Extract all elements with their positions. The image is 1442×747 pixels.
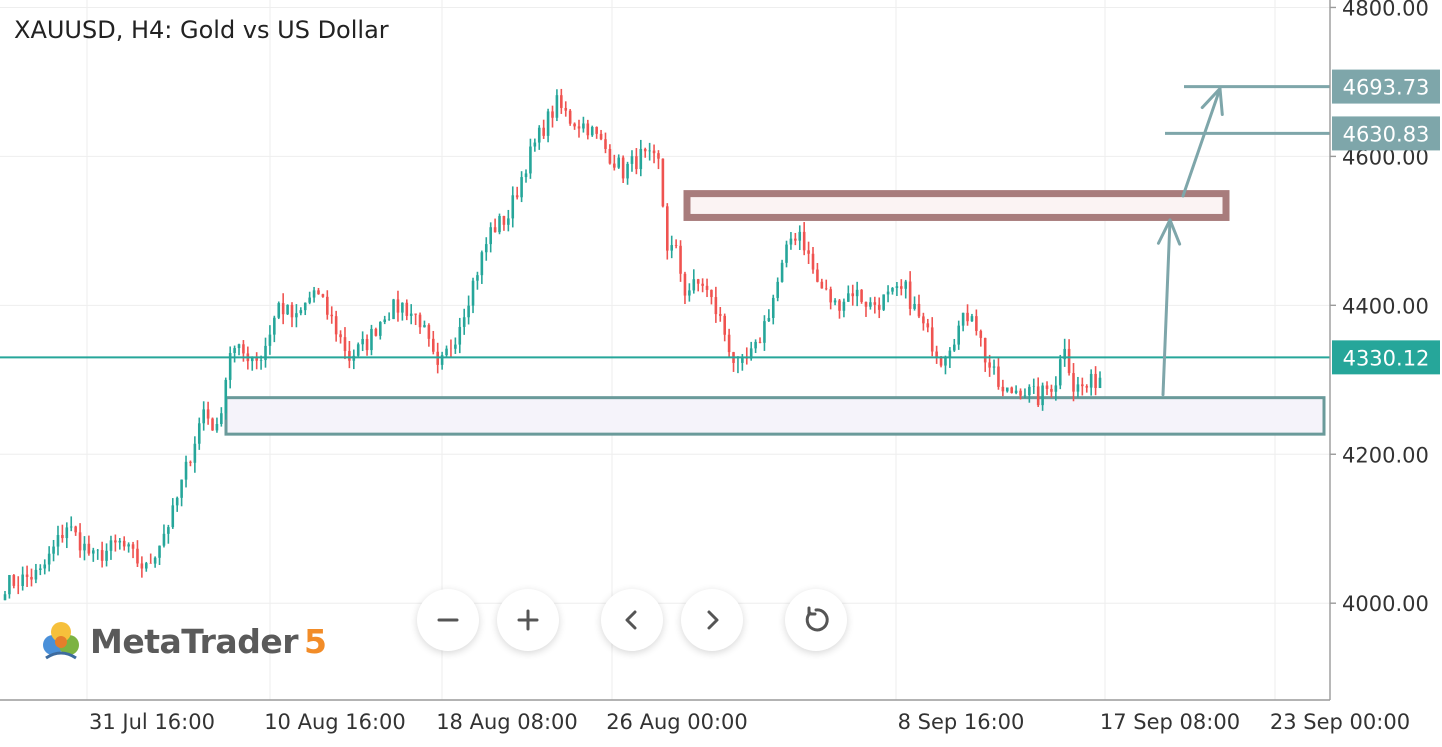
- target-arrow: [1181, 87, 1224, 198]
- x-tick-label: 10 Aug 16:00: [264, 710, 406, 734]
- scroll-left-button[interactable]: [601, 589, 663, 651]
- x-tick-label: 18 Aug 08:00: [436, 710, 578, 734]
- x-tick-label: 23 Sep 00:00: [1270, 710, 1410, 734]
- svg-text:4330.12: 4330.12: [1343, 346, 1430, 370]
- x-tick-label: 8 Sep 16:00: [898, 710, 1025, 734]
- entry-arrow: [1156, 218, 1182, 397]
- target-price-label: 4693.73: [1332, 69, 1440, 104]
- chart-title: XAUUSD, H4: Gold vs US Dollar: [14, 16, 389, 44]
- candles-layer: [3, 88, 1102, 601]
- scroll-right-button[interactable]: [681, 589, 743, 651]
- minus-icon: [437, 618, 459, 622]
- reset-icon: [805, 606, 829, 632]
- metatrader-logo-icon: [43, 622, 79, 660]
- metatrader-logo-text: MetaTrader 5: [90, 621, 327, 661]
- svg-text:4630.83: 4630.83: [1343, 122, 1430, 146]
- current-price-label: 4330.12: [1332, 340, 1440, 375]
- zoom-out-button[interactable]: [417, 589, 479, 651]
- overlays-layer: [0, 85, 1330, 397]
- plus-icon: [517, 609, 539, 631]
- zones-layer: [224, 190, 1326, 436]
- x-tick-label: 17 Sep 08:00: [1100, 710, 1240, 734]
- x-tick-label: 31 Jul 16:00: [89, 710, 215, 734]
- zoom-in-button[interactable]: [497, 589, 559, 651]
- support-zone: [224, 396, 1326, 436]
- x-tick-label: 26 Aug 00:00: [606, 710, 748, 734]
- metatrader-logo: MetaTrader 5: [38, 618, 327, 664]
- y-tick-label: 4400.00: [1342, 294, 1429, 318]
- resistance-zone: [683, 190, 1230, 221]
- chevron-right-icon: [707, 610, 719, 630]
- y-tick-label: 4800.00: [1342, 0, 1429, 20]
- chart-grid: [0, 0, 1330, 700]
- chevron-left-icon: [625, 610, 637, 630]
- y-tick-label: 4200.00: [1342, 443, 1429, 467]
- reset-button[interactable]: [785, 589, 847, 651]
- target-price-label: 4630.83: [1332, 116, 1440, 151]
- svg-text:4693.73: 4693.73: [1343, 76, 1430, 100]
- y-tick-label: 4000.00: [1342, 592, 1429, 616]
